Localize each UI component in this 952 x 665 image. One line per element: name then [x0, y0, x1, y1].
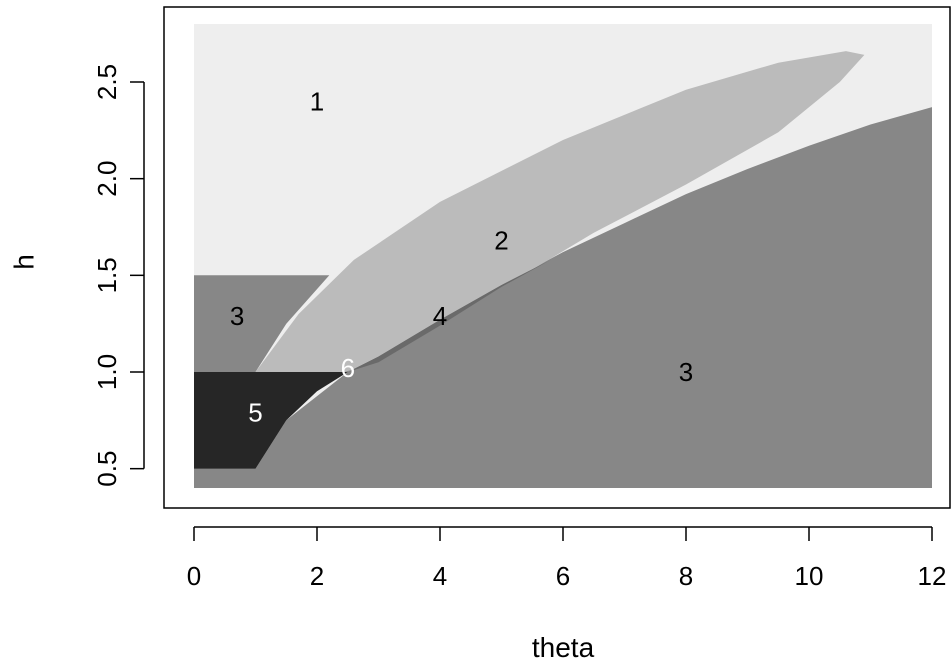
x-tick-label: 6 — [556, 561, 570, 591]
region-7-area — [344, 370, 351, 372]
region-label-7: 6 — [341, 353, 355, 383]
x-tick-label: 4 — [433, 561, 447, 591]
y-tick-label: 1.5 — [92, 257, 122, 293]
region-label-3: 3 — [679, 357, 693, 387]
chart-region-labels: 1 3 3 2 4 5 6 — [230, 86, 693, 427]
y-axis-label: h — [9, 254, 40, 270]
region-label-6: 5 — [248, 398, 262, 428]
x-tick-label: 12 — [918, 561, 947, 591]
x-axis: 0 2 4 6 8 10 12 — [187, 526, 947, 591]
region-3-area — [194, 107, 932, 488]
region-4-area — [255, 51, 865, 372]
region-label-5: 4 — [433, 301, 447, 331]
region-label-2: 3 — [230, 301, 244, 331]
x-tick-label: 8 — [679, 561, 693, 591]
y-tick-label: 2.5 — [92, 64, 122, 100]
x-tick-label: 2 — [310, 561, 324, 591]
region-5-area — [347, 259, 551, 372]
plot-frame — [163, 6, 951, 509]
y-tick-label: 2.0 — [92, 161, 122, 197]
y-tick-label: 0.5 — [92, 451, 122, 487]
x-axis-label: theta — [532, 632, 595, 663]
y-axis: 0.5 1.0 1.5 2.0 2.5 — [92, 64, 145, 487]
region-label-1: 1 — [310, 86, 324, 116]
region-2-area — [194, 275, 330, 488]
y-tick-label: 1.0 — [92, 354, 122, 390]
x-tick-label: 10 — [795, 561, 824, 591]
region-6-area — [194, 372, 348, 469]
x-tick-label: 0 — [187, 561, 201, 591]
chart-regions — [194, 24, 932, 488]
region-label-4: 2 — [494, 226, 508, 256]
